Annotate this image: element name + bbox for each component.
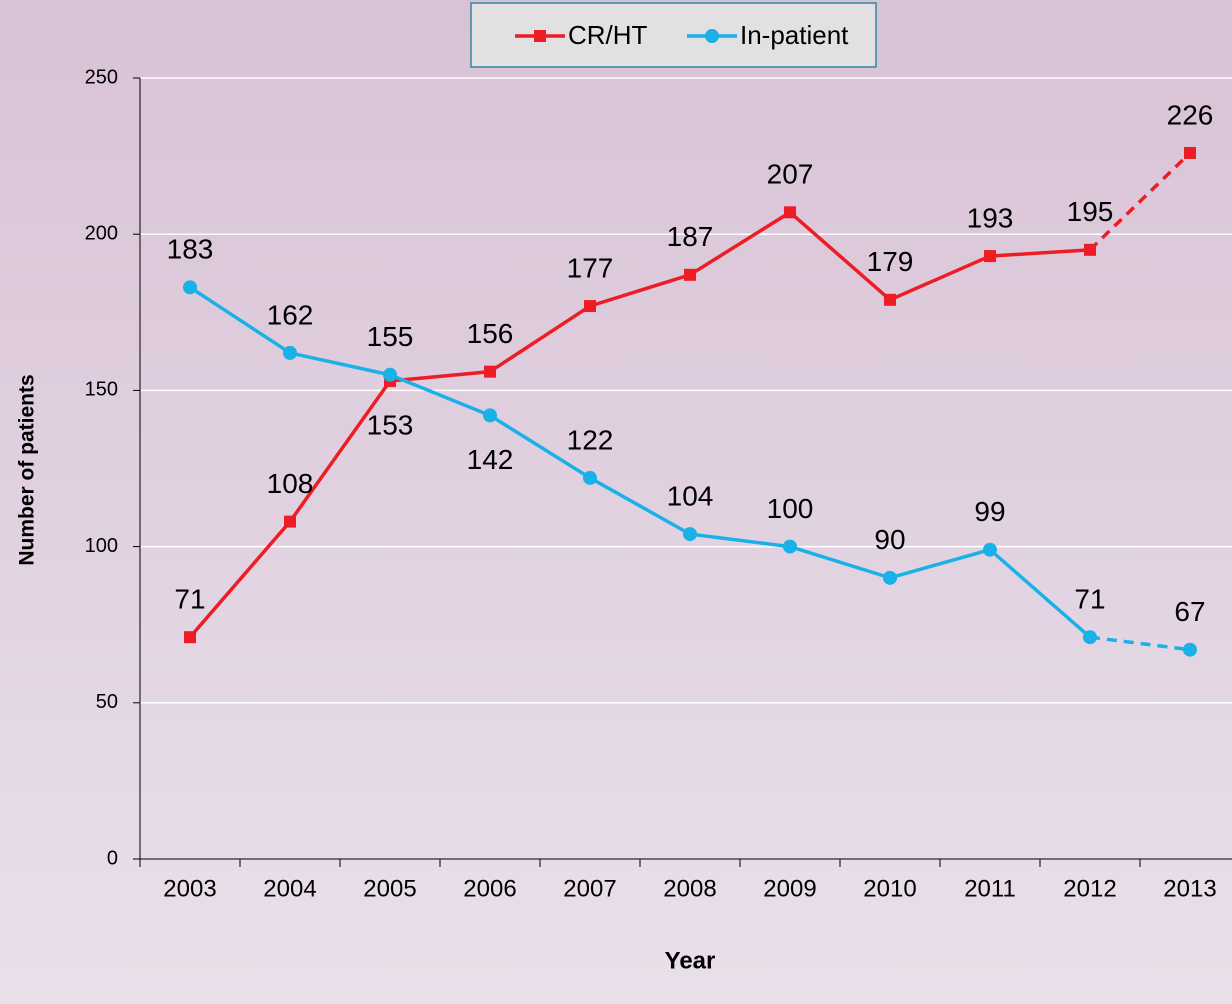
marker	[1084, 243, 1096, 256]
x-axis-title: Year	[665, 947, 716, 974]
y-axis-title: Number of patients	[16, 374, 39, 565]
marker	[1083, 630, 1097, 645]
x-tick-label: 2009	[763, 875, 816, 902]
data-label: 100	[767, 493, 814, 524]
marker	[984, 250, 996, 263]
x-tick-label: 2008	[663, 875, 716, 902]
data-label: 71	[174, 584, 205, 615]
data-label: 108	[267, 468, 314, 499]
marker	[683, 527, 697, 542]
marker	[1184, 146, 1196, 159]
marker	[283, 345, 297, 360]
legend: CR/HT In-patient	[470, 2, 877, 68]
legend-label: CR/HT	[568, 20, 648, 50]
marker	[884, 293, 896, 306]
x-tick-label: 2012	[1063, 875, 1116, 902]
data-label: 162	[267, 299, 314, 330]
marker	[483, 408, 497, 423]
x-tick-label: 2011	[964, 875, 1016, 902]
data-label: 156	[467, 318, 514, 349]
data-label: 67	[1174, 596, 1205, 627]
data-label: 226	[1167, 99, 1214, 130]
marker	[284, 515, 296, 528]
x-tick-label: 2004	[263, 875, 316, 902]
legend-label: In-patient	[740, 20, 849, 50]
data-label: 90	[874, 524, 905, 555]
y-tick-label: 250	[85, 66, 118, 88]
x-tick-label: 2003	[163, 875, 216, 902]
x-tick-label: 2007	[563, 875, 616, 902]
series-line	[188, 210, 1091, 639]
data-label: 153	[367, 409, 414, 440]
data-label: 99	[974, 496, 1005, 527]
x-tick-label: 2013	[1163, 875, 1216, 902]
x-tick-label: 2006	[463, 875, 516, 902]
data-label: 177	[567, 252, 614, 283]
marker	[783, 539, 797, 554]
data-label: 187	[667, 221, 714, 252]
marker	[784, 206, 796, 219]
data-label: 207	[767, 159, 814, 190]
y-tick-label: 150	[85, 379, 118, 401]
data-label: 195	[1067, 196, 1114, 227]
y-tick-label: 0	[107, 847, 118, 869]
marker	[705, 29, 719, 43]
data-label: 183	[167, 234, 214, 265]
x-tick-label: 2010	[863, 875, 916, 902]
data-label: 155	[367, 321, 414, 352]
marker	[584, 300, 596, 313]
data-label: 122	[567, 424, 614, 455]
marker	[183, 280, 197, 295]
marker	[534, 30, 546, 42]
marker	[583, 470, 597, 485]
marker	[383, 367, 397, 382]
y-tick-label: 100	[85, 535, 118, 557]
data-label: 179	[867, 246, 914, 277]
data-label: 71	[1074, 584, 1105, 615]
marker	[883, 570, 897, 585]
data-label: 104	[667, 480, 714, 511]
marker	[184, 631, 196, 644]
marker	[684, 268, 696, 281]
data-label: 142	[467, 444, 514, 475]
marker	[983, 542, 997, 557]
y-tick-label: 50	[96, 691, 118, 713]
x-tick-label: 2005	[363, 875, 416, 902]
y-tick-label: 200	[85, 222, 118, 244]
marker	[1183, 642, 1197, 657]
series-line	[189, 285, 1092, 639]
marker	[484, 365, 496, 378]
series-line	[1088, 151, 1192, 252]
data-label: 193	[967, 202, 1014, 233]
